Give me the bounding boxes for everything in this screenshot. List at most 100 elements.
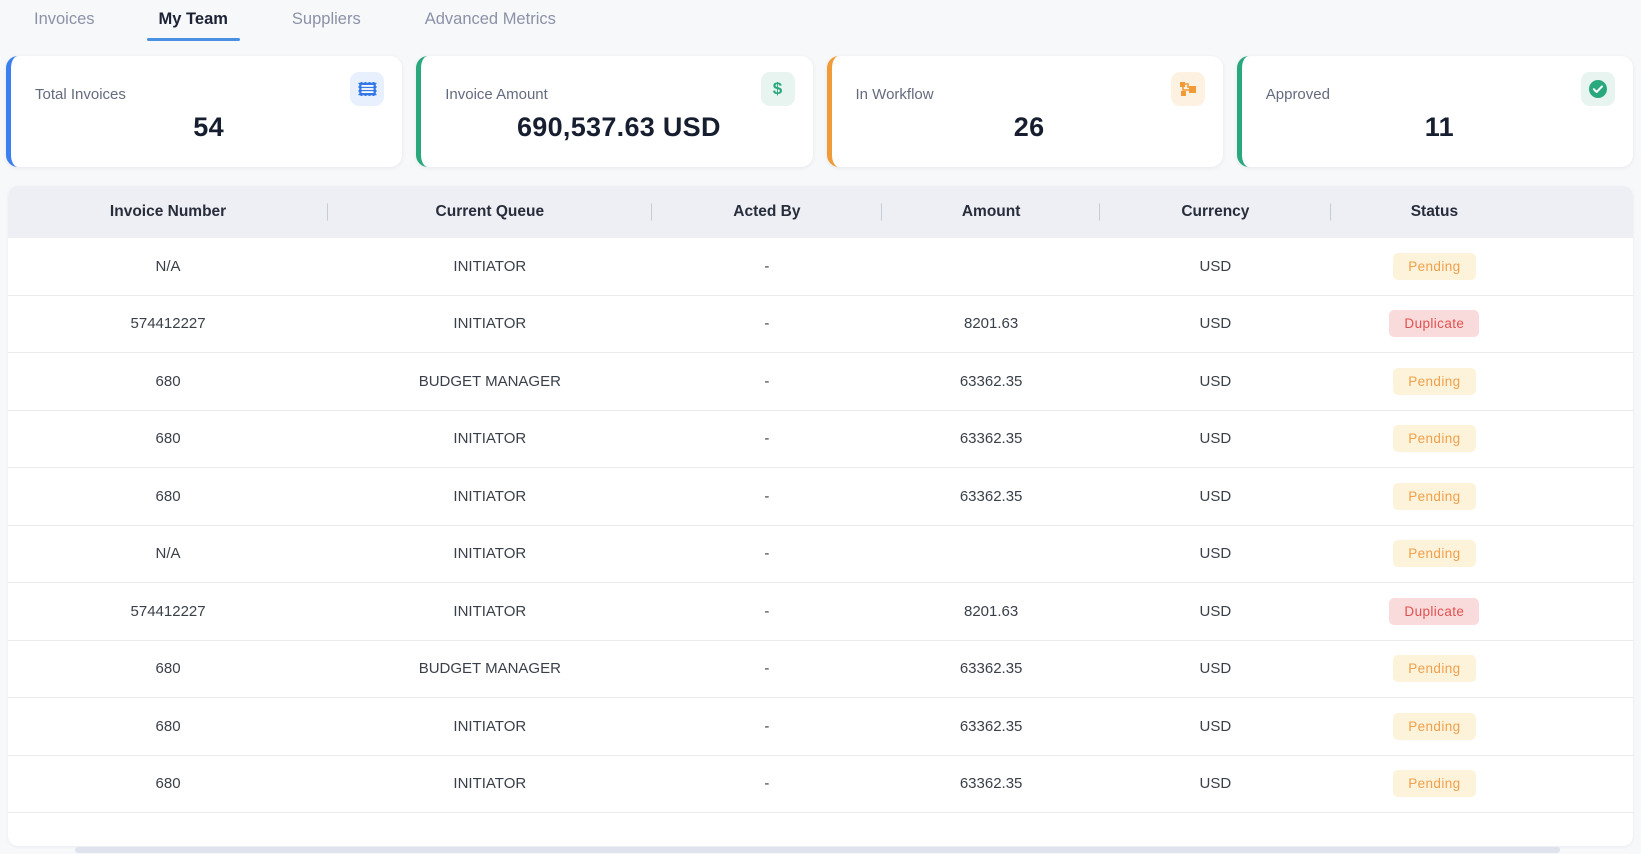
table-cell: - <box>764 430 770 448</box>
card-label: In Workflow <box>855 86 934 103</box>
invoice-amount-card: Invoice Amount $ 690,537.63 USD <box>416 56 813 167</box>
card-label: Total Invoices <box>35 86 126 103</box>
table-cell: N/A <box>155 257 181 275</box>
table-header-row: Invoice Number Current Queue Acted By Am… <box>8 186 1633 238</box>
table-row[interactable]: 574412227 INITIATOR - 8201.63 USD Duplicate <box>8 583 1633 641</box>
table-cell: USD <box>1199 315 1232 333</box>
table-cell: 63362.35 <box>959 372 1023 390</box>
column-header-current-queue[interactable]: Current Queue <box>328 203 651 221</box>
table-cell: - <box>764 257 770 275</box>
table-cell: 63362.35 <box>959 775 1023 793</box>
table-cell-status: Pending <box>1331 712 1633 740</box>
approved-value: 11 <box>1424 112 1454 142</box>
table-cell: - <box>764 775 770 793</box>
table-cell: INITIATOR <box>453 545 527 563</box>
table-cell-status: Pending <box>1331 367 1633 395</box>
table-row[interactable]: 680 INITIATOR - 63362.35 USD Pending <box>8 468 1633 526</box>
table-cell: USD <box>1199 717 1232 735</box>
column-header-currency[interactable]: Currency <box>1100 203 1331 221</box>
table-cell: INITIATOR <box>453 315 527 333</box>
table-cell: INITIATOR <box>453 430 527 448</box>
table-cell: INITIATOR <box>453 775 527 793</box>
status-badge: Pending <box>1393 425 1476 453</box>
table-cell: BUDGET MANAGER <box>418 372 561 390</box>
workflow-icon <box>1170 72 1205 106</box>
table-row[interactable]: N/A INITIATOR - USD Pending <box>8 525 1633 583</box>
table-cell: 574412227 <box>130 602 206 620</box>
horizontal-scrollbar[interactable] <box>75 847 1560 853</box>
table-cell-status: Pending <box>1331 425 1633 453</box>
column-header-acted-by[interactable]: Acted By <box>652 203 883 221</box>
table-row[interactable]: 680 INITIATOR - 63362.35 USD Pending <box>8 410 1633 468</box>
table-cell-status: Pending <box>1331 770 1633 798</box>
table-cell: USD <box>1199 257 1232 275</box>
in-workflow-value: 26 <box>1013 112 1045 142</box>
table-cell: 680 <box>155 487 181 505</box>
table-cell: - <box>764 545 770 563</box>
table-row[interactable]: 680 BUDGET MANAGER - 63362.35 USD Pending <box>8 353 1633 411</box>
table-cell: USD <box>1199 487 1232 505</box>
table-cell: INITIATOR <box>453 487 527 505</box>
in-workflow-card: In Workflow 26 <box>826 56 1223 167</box>
status-badge: Pending <box>1393 252 1476 280</box>
card-label: Approved <box>1265 86 1330 103</box>
status-badge: Pending <box>1393 540 1476 568</box>
table-cell: 574412227 <box>130 315 206 333</box>
table-cell: USD <box>1199 602 1232 620</box>
table-cell-status: Duplicate <box>1331 597 1633 625</box>
table-cell: USD <box>1199 545 1232 563</box>
status-badge: Pending <box>1393 482 1476 510</box>
status-badge: Pending <box>1393 712 1476 740</box>
table-cell: 8201.63 <box>964 315 1019 333</box>
table-cell: 680 <box>155 372 181 390</box>
table-cell: USD <box>1199 430 1232 448</box>
table-cell: 63362.35 <box>959 717 1023 735</box>
tab-suppliers[interactable]: Suppliers <box>291 10 361 28</box>
tab-advanced-metrics[interactable]: Advanced Metrics <box>424 10 556 28</box>
status-badge: Pending <box>1393 655 1476 683</box>
table-cell: - <box>764 602 770 620</box>
table-cell-status: Pending <box>1331 252 1633 280</box>
table-cell: USD <box>1199 775 1232 793</box>
total-invoices-value: 54 <box>193 112 224 142</box>
table-cell: 680 <box>155 660 181 678</box>
table-cell: - <box>764 487 770 505</box>
status-badge: Pending <box>1393 770 1476 798</box>
table-cell: 63362.35 <box>959 660 1023 678</box>
status-badge: Pending <box>1393 367 1476 395</box>
tab-invoices[interactable]: Invoices <box>34 10 95 28</box>
check-circle-icon <box>1581 72 1615 106</box>
table-cell: - <box>764 372 770 390</box>
table-cell: - <box>764 315 770 333</box>
tab-my-team[interactable]: My Team <box>146 8 241 41</box>
column-header-amount[interactable]: Amount <box>882 203 1100 221</box>
table-body: N/A INITIATOR - USD Pending 574412227 INITIATO… <box>8 238 1633 813</box>
column-header-status[interactable]: Status <box>1410 203 1459 220</box>
approved-card: Approved 11 <box>1236 56 1633 167</box>
table-cell: 680 <box>155 430 181 448</box>
table-row[interactable]: 680 BUDGET MANAGER - 63362.35 USD Pending <box>8 640 1633 698</box>
table-cell: INITIATOR <box>453 602 527 620</box>
table-cell-status: Pending <box>1331 655 1633 683</box>
status-badge: Duplicate <box>1389 597 1480 625</box>
invoices-table: Invoice Number Current Queue Acted By Am… <box>8 186 1633 846</box>
table-cell: USD <box>1199 372 1232 390</box>
table-row[interactable]: 680 INITIATOR - 63362.35 USD Pending <box>8 698 1633 756</box>
table-cell: USD <box>1199 660 1232 678</box>
table-row[interactable]: N/A INITIATOR - USD Pending <box>8 238 1633 296</box>
column-header-invoice-number[interactable]: Invoice Number <box>8 203 328 221</box>
table-cell: - <box>764 660 770 678</box>
table-cell: - <box>764 717 770 735</box>
table-cell: 680 <box>155 717 181 735</box>
table-cell: 63362.35 <box>959 430 1023 448</box>
dollar-glyph: $ <box>772 79 783 98</box>
table-cell: 63362.35 <box>959 487 1023 505</box>
table-cell: 8201.63 <box>964 602 1019 620</box>
table-row[interactable]: 574412227 INITIATOR - 8201.63 USD Duplicate <box>8 295 1633 353</box>
table-cell-status: Duplicate <box>1331 310 1633 338</box>
table-cell-status: Pending <box>1331 482 1633 510</box>
table-cell: INITIATOR <box>453 257 527 275</box>
table-row[interactable]: 680 INITIATOR - 63362.35 USD Pending <box>8 755 1633 813</box>
table-cell: N/A <box>155 545 181 563</box>
receipt-icon <box>350 72 385 106</box>
